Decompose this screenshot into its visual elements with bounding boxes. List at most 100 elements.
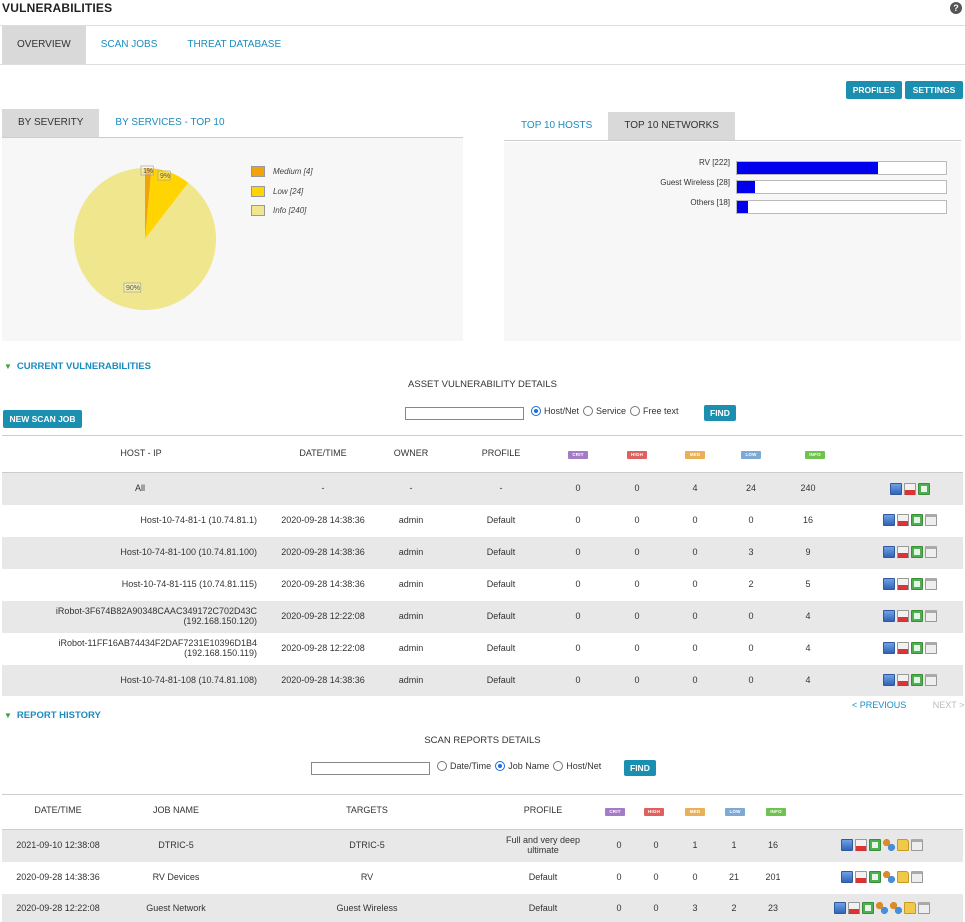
table-row[interactable]: 2020-09-28 12:22:08 Guest Network Guest … (2, 894, 963, 922)
pie-slice-medium[interactable] (145, 168, 152, 239)
top-ten-tabs: TOP 10 HOSTS TOP 10 NETWORKS (505, 112, 735, 140)
excel-report-icon[interactable] (911, 642, 923, 654)
table-row[interactable]: All - - - 0 0 4 24 240 (2, 473, 963, 505)
new-scan-job-button[interactable]: NEW SCAN JOB (3, 410, 82, 428)
excel-report-icon[interactable] (911, 674, 923, 686)
pdf-report-icon[interactable] (897, 514, 909, 526)
html-report-icon[interactable] (841, 871, 853, 883)
excel-report-icon[interactable] (918, 483, 930, 495)
excel-report-icon[interactable] (911, 578, 923, 590)
trash-icon[interactable] (925, 514, 937, 526)
settings-button[interactable]: SETTINGS (905, 81, 963, 99)
table-row[interactable]: 2021-09-10 12:38:08 DTRIC-5 DTRIC-5 Full… (2, 830, 963, 862)
pie-slice-info[interactable] (73, 168, 216, 310)
folder-icon[interactable] (904, 902, 916, 914)
trash-icon[interactable] (925, 642, 937, 654)
info-badge: INFO (795, 448, 835, 459)
excel-report-icon[interactable] (911, 546, 923, 558)
find-button[interactable]: FIND (704, 405, 736, 421)
trash-icon[interactable] (925, 674, 937, 686)
trash-icon[interactable] (911, 839, 923, 851)
current-vulnerabilities-toggle[interactable]: ▼ CURRENT VULNERABILITIES (4, 361, 151, 372)
row-actions (883, 546, 939, 558)
bar-label-rv: RV [222] (699, 158, 730, 167)
low-count: 24 (745, 483, 756, 493)
job-name: DTRIC-5 (158, 840, 194, 850)
tab-top-networks[interactable]: TOP 10 NETWORKS (608, 112, 735, 140)
help-icon[interactable]: ? (950, 2, 962, 14)
radio-free-text[interactable] (630, 406, 641, 416)
radio-job-name[interactable] (495, 761, 506, 771)
excel-report-icon[interactable] (862, 902, 874, 914)
pdf-report-icon[interactable] (848, 902, 860, 914)
tab-scan-jobs[interactable]: SCAN JOBS (100, 39, 158, 50)
tab-by-services[interactable]: BY SERVICES - TOP 10 (115, 117, 225, 128)
radio-host-net[interactable] (553, 761, 564, 771)
asset-search-input[interactable] (405, 407, 524, 420)
high-count: 0 (653, 840, 659, 850)
report-search-input[interactable] (311, 762, 430, 775)
column-header: TARGETS (346, 805, 388, 815)
share-users-icon[interactable] (883, 839, 895, 851)
html-report-icon[interactable] (883, 578, 895, 590)
next-page-link: NEXT > (932, 700, 965, 710)
find-button[interactable]: FIND (624, 760, 656, 776)
pdf-report-icon[interactable] (904, 483, 916, 495)
radio-host-net[interactable] (531, 406, 541, 416)
radio-service[interactable] (583, 406, 594, 416)
pdf-report-icon[interactable] (897, 642, 909, 654)
html-report-icon[interactable] (883, 514, 895, 526)
html-report-icon[interactable] (841, 839, 853, 851)
pdf-report-icon[interactable] (897, 546, 909, 558)
profiles-button[interactable]: PROFILES (846, 81, 902, 99)
excel-report-icon[interactable] (869, 839, 881, 851)
previous-page-link[interactable]: < PREVIOUS (852, 700, 907, 710)
excel-report-icon[interactable] (911, 610, 923, 622)
table-row[interactable]: 2020-09-28 14:38:36 RV Devices RV Defaul… (2, 862, 963, 894)
trash-icon[interactable] (925, 610, 937, 622)
table-row[interactable]: Host-10-74-81-108 (10.74.81.108) 2020-09… (2, 665, 963, 696)
html-report-icon[interactable] (834, 902, 846, 914)
table-row[interactable]: Host-10-74-81-1 (10.74.81.1) 2020-09-28 … (2, 505, 963, 537)
excel-report-icon[interactable] (869, 871, 881, 883)
legend-label: Info [240] (273, 206, 307, 216)
table-row[interactable]: iRobot-11FF16AB74434F2DAF7231E10396D1B4 … (2, 633, 963, 665)
pdf-report-icon[interactable] (855, 871, 867, 883)
tab-threat-database[interactable]: THREAT DATABASE (187, 39, 282, 50)
table-row[interactable]: iRobot-3F674B82A90348CAAC349172C702D43C … (2, 601, 963, 633)
trash-icon[interactable] (918, 902, 930, 914)
network-icon[interactable] (890, 902, 902, 914)
radio-label: Date/Time (450, 761, 492, 771)
table-row[interactable]: Host-10-74-81-115 (10.74.81.115) 2020-09… (2, 569, 963, 601)
trash-icon[interactable] (925, 546, 937, 558)
date-time: 2020-09-28 14:38:36 (281, 675, 365, 685)
html-report-icon[interactable] (890, 483, 902, 495)
trash-icon[interactable] (925, 578, 937, 590)
tab-by-severity[interactable]: BY SEVERITY (2, 109, 100, 137)
profile: Default (486, 547, 516, 557)
excel-report-icon[interactable] (911, 514, 923, 526)
pdf-report-icon[interactable] (897, 674, 909, 686)
pdf-report-icon[interactable] (897, 578, 909, 590)
low-count: 2 (731, 903, 737, 913)
folder-icon[interactable] (897, 839, 909, 851)
folder-icon[interactable] (897, 871, 909, 883)
radio-date-time[interactable] (437, 761, 447, 771)
pdf-report-icon[interactable] (897, 610, 909, 622)
tab-overview[interactable]: OVERVIEW (2, 26, 86, 64)
trash-icon[interactable] (911, 871, 923, 883)
report-history-toggle[interactable]: ▼ REPORT HISTORY (4, 710, 101, 721)
html-report-icon[interactable] (883, 610, 895, 622)
share-users-icon[interactable] (876, 902, 888, 914)
html-report-icon[interactable] (883, 642, 895, 654)
html-report-icon[interactable] (883, 546, 895, 558)
share-users-icon[interactable] (883, 871, 895, 883)
html-report-icon[interactable] (883, 674, 895, 686)
pie-slice-low[interactable] (145, 168, 189, 239)
tab-top-hosts[interactable]: TOP 10 HOSTS (521, 120, 593, 131)
crit-badge: CRIT (595, 805, 635, 816)
table-row[interactable]: Host-10-74-81-100 (10.74.81.100) 2020-09… (2, 537, 963, 569)
pdf-report-icon[interactable] (855, 839, 867, 851)
low-count: 21 (728, 872, 739, 882)
high-count: 0 (634, 547, 640, 557)
